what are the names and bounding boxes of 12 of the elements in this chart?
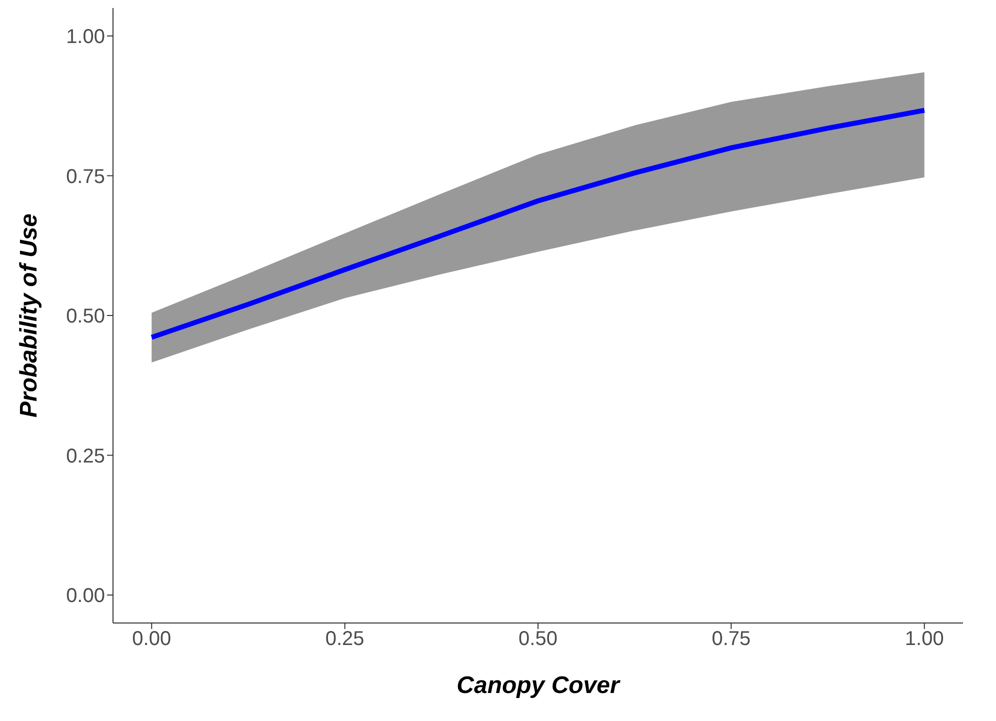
y-tick-label: 0.50 [66,306,105,328]
y-tick-label: 0.00 [66,585,105,608]
x-axis-title: Canopy Cover [456,672,622,699]
x-tick-label: 0.50 [518,628,558,650]
x-tick-label: 0.75 [712,628,751,650]
y-axis-title: Probability of Use [16,213,43,418]
y-tick-label: 0.25 [66,445,105,468]
x-tick-label: 0.25 [325,628,364,650]
y-tick-label: 0.75 [66,166,105,188]
x-tick-label: 1.00 [904,628,944,650]
y-tick-label: 1.00 [66,26,105,48]
x-tick-label: 0.00 [132,628,172,650]
